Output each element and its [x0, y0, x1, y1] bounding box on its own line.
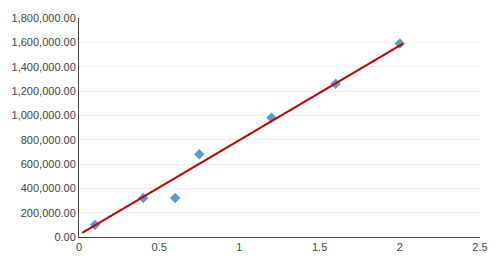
svg-text:400,000.00: 400,000.00	[21, 182, 76, 194]
svg-text:0.5: 0.5	[152, 241, 167, 253]
svg-text:2.5: 2.5	[472, 241, 487, 253]
svg-text:200,000.00: 200,000.00	[21, 207, 76, 219]
svg-text:600,000.00: 600,000.00	[21, 158, 76, 170]
svg-text:1,800,000.00: 1,800,000.00	[12, 12, 76, 24]
svg-text:1.5: 1.5	[312, 241, 327, 253]
svg-text:0: 0	[76, 241, 82, 253]
svg-text:1,400,000.00: 1,400,000.00	[12, 61, 76, 73]
svg-text:1,600,000.00: 1,600,000.00	[12, 36, 76, 48]
svg-text:1: 1	[236, 241, 242, 253]
svg-text:2: 2	[397, 241, 403, 253]
svg-text:800,000.00: 800,000.00	[21, 134, 76, 146]
svg-text:1,200,000.00: 1,200,000.00	[12, 85, 76, 97]
svg-text:0.00: 0.00	[54, 231, 75, 243]
svg-text:1,000,000.00: 1,000,000.00	[12, 109, 76, 121]
